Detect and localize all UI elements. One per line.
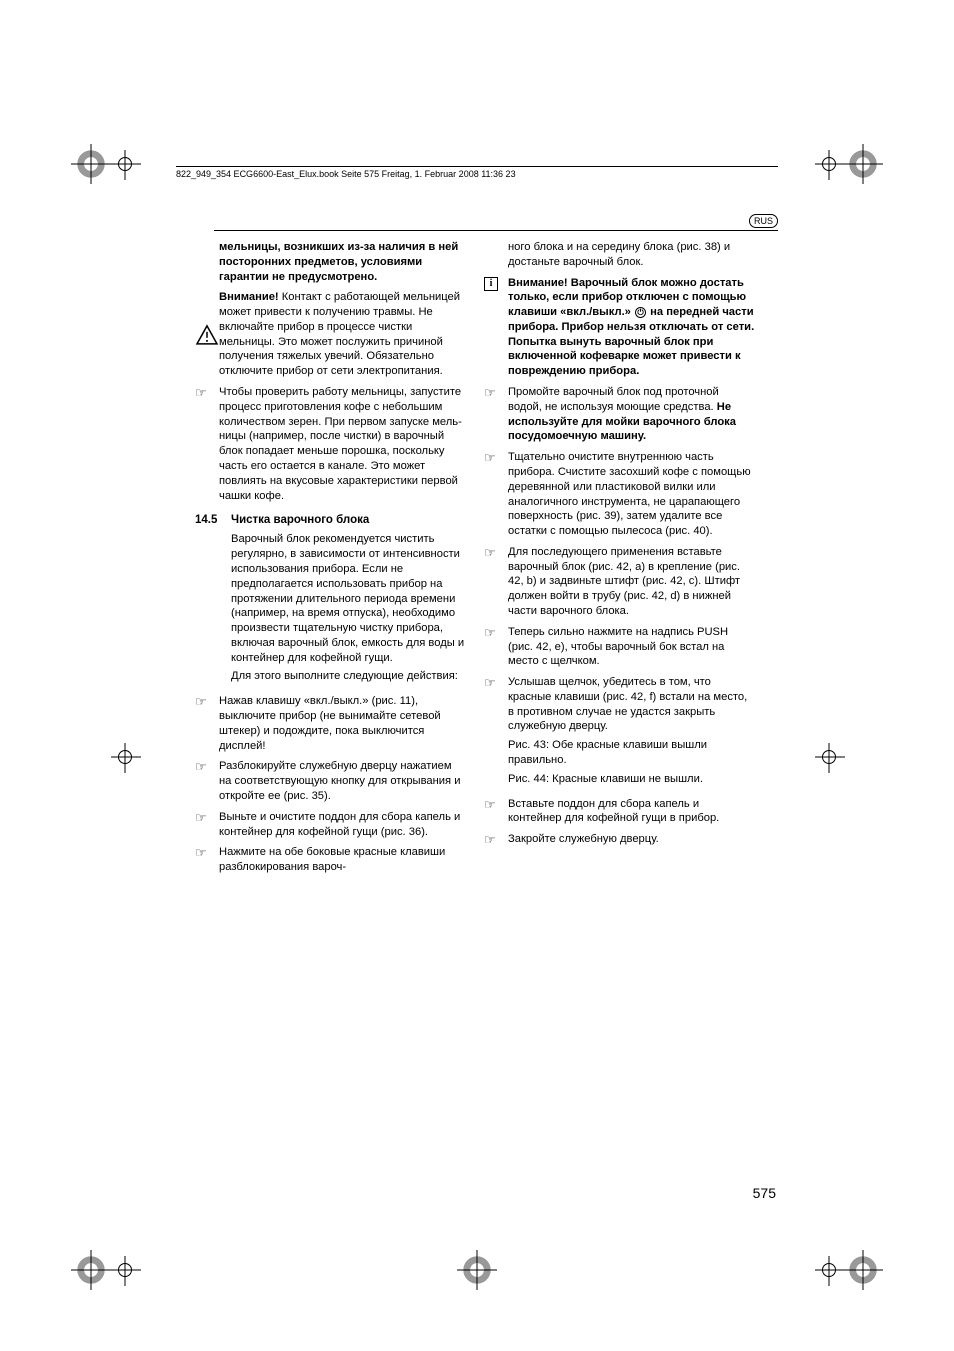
- step-item: ☞ Услышав щелчок, убедитесь в том, что к…: [484, 675, 755, 790]
- press-red-buttons-step: Нажмите на обе боковые красные клавиши р…: [219, 845, 466, 875]
- power-button-icon: ⏻: [635, 307, 646, 318]
- reg-mark-tr: [847, 148, 879, 180]
- hand-icon: ☞: [484, 625, 508, 669]
- step-item: ☞ Для последующего применения вставьте в…: [484, 545, 755, 619]
- hand-icon: ☞: [484, 797, 508, 827]
- verify-click-step: Услышав щелчок, убедитесь в том, что кра…: [508, 675, 755, 790]
- follow-steps-intro: Для этого выполните следующие действия:: [231, 669, 466, 684]
- right-column: ного блока и на середину блока (рис. 38)…: [484, 240, 755, 881]
- para-item: Варочный блок рекомендуется чис­тить рег…: [195, 532, 466, 688]
- language-badge: RUS: [749, 214, 778, 228]
- continuation-para: ного блока и на середину блока (рис. 38)…: [484, 240, 755, 270]
- crop-ml: [118, 750, 132, 764]
- crop-tr: [822, 157, 836, 171]
- section-heading: 14.5 Чистка варочного блока: [195, 513, 466, 528]
- section-number: 14.5: [195, 513, 231, 528]
- crop-bl: [118, 1263, 132, 1277]
- rinse-brew-unit-step: Промойте варочный блок под про­точной во…: [508, 385, 755, 444]
- fig43-caption: Рис. 43: Обе красные клавиши вышли прави…: [508, 738, 755, 768]
- crop-br: [822, 1263, 836, 1277]
- hand-icon: ☞: [195, 845, 219, 875]
- insert-tray-step: Вставьте поддон для сбора капель и конте…: [508, 797, 755, 827]
- brew-unit-clean-intro: Варочный блок рекомендуется чис­тить рег…: [231, 532, 466, 665]
- step-item: ☞ Нажмите на обе боковые красные клавиши…: [195, 845, 466, 875]
- step-item: ☞ Закройте служебную дверцу.: [484, 832, 755, 847]
- step-item: ☞ Теперь сильно нажмите на надпись PUSH …: [484, 625, 755, 669]
- section-title: Чистка варочного блока: [231, 513, 369, 528]
- crop-tl: [118, 157, 132, 171]
- reg-mark-br: [847, 1254, 879, 1286]
- step-item: ☞ Промойте варочный блок под про­точной …: [484, 385, 755, 444]
- brew-unit-removal-warning: Внимание! Варочный блок можно достать то…: [508, 276, 755, 379]
- reg-mark-tl: [75, 148, 107, 180]
- step-item: ☞ Нажав клавишу «вкл./выкл.» (рис. 11), …: [195, 694, 466, 753]
- hand-icon: ☞: [195, 759, 219, 803]
- remove-tray-step: Выньте и очистите поддон для сбо­ра капе…: [219, 810, 466, 840]
- left-column: мельницы, возникших из-за наличия в ней …: [195, 240, 466, 881]
- press-push-step: Теперь сильно нажмите на надпись PUSH (р…: [508, 625, 755, 669]
- reg-mark-bc: [461, 1254, 493, 1286]
- info-item: i Внимание! Варочный блок можно достать …: [484, 276, 755, 379]
- step-item: ☞ Вставьте поддон для сбора капель и кон…: [484, 797, 755, 827]
- page-number: 575: [753, 1185, 776, 1201]
- page-top-rule: [214, 230, 778, 231]
- power-off-step: Нажав клавишу «вкл./выкл.» (рис. 11), вы…: [219, 694, 466, 753]
- remove-brew-unit-cont: ного блока и на середину блока (рис. 38)…: [508, 240, 755, 270]
- grinder-foreign-objects-warranty: мельницы, возникших из-за наличия в ней …: [219, 240, 466, 284]
- close-door-step: Закройте служебную дверцу.: [508, 832, 755, 847]
- fig44-caption: Рис. 44: Красные клавиши не вышли.: [508, 772, 755, 787]
- page-content: мельницы, возникших из-за наличия в ней …: [195, 240, 755, 881]
- hand-icon: ☞: [195, 385, 219, 503]
- step-item: ☞ Выньте и очистите поддон для сбо­ра ка…: [195, 810, 466, 840]
- step-item: ☞ Чтобы проверить работу мельницы, запус…: [195, 385, 466, 503]
- hand-icon: ☞: [484, 675, 508, 790]
- hand-icon: ☞: [484, 450, 508, 539]
- step-item: ☞ Разблокируйте служебную дверцу нажатие…: [195, 759, 466, 803]
- header-text: 822_949_354 ECG6600-East_Elux.book Seite…: [176, 169, 516, 179]
- unlock-door-step: Разблокируйте служебную дверцу нажатием …: [219, 759, 466, 803]
- clean-interior-step: Тщательно очистите внутреннюю часть приб…: [508, 450, 755, 539]
- hand-icon: ☞: [484, 385, 508, 444]
- warning-item: Внимание! Контакт с работающей мельницей…: [195, 290, 466, 379]
- reinsert-brew-unit-step: Для последующего применения вставьте вар…: [508, 545, 755, 619]
- reg-mark-bl: [75, 1254, 107, 1286]
- step-item: ☞ Тщательно очистите внутреннюю часть пр…: [484, 450, 755, 539]
- info-icon: i: [484, 276, 508, 379]
- warning-icon: [195, 290, 219, 379]
- hand-icon: ☞: [195, 810, 219, 840]
- print-header: 822_949_354 ECG6600-East_Elux.book Seite…: [176, 166, 778, 179]
- test-grinder-step: Чтобы проверить работу мельницы, запусти…: [219, 385, 466, 503]
- grinder-contact-warning: Внимание! Контакт с работающей мельницей…: [219, 290, 466, 379]
- hand-icon: ☞: [484, 832, 508, 847]
- continuation-para: мельницы, возникших из-за наличия в ней …: [195, 240, 466, 284]
- crop-mr: [822, 750, 836, 764]
- hand-icon: ☞: [484, 545, 508, 619]
- hand-icon: ☞: [195, 694, 219, 753]
